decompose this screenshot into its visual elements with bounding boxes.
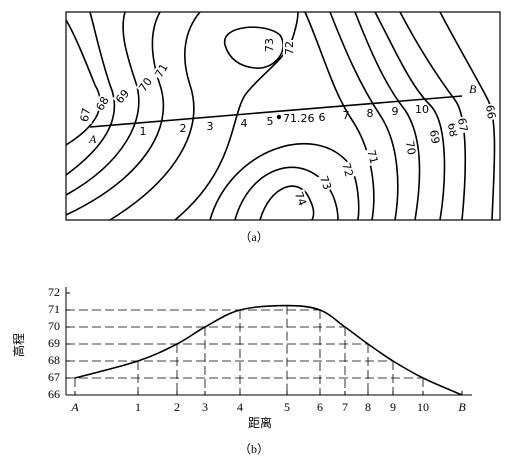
label-mask — [315, 173, 335, 193]
contour — [174, 11, 299, 221]
profile-line — [74, 304, 463, 396]
contour-label: 73 — [317, 174, 334, 192]
x-tick-label: 8 — [365, 400, 371, 414]
caption: （a） — [239, 230, 268, 244]
y-axis-label: 高程 — [11, 333, 26, 357]
y-tick-label: 71 — [48, 302, 60, 316]
point-label: 9 — [392, 105, 399, 118]
x-tick-label: 3 — [202, 400, 208, 414]
spot-dot — [276, 114, 282, 120]
point-label: 4 — [241, 117, 248, 130]
point-label: 1 — [140, 125, 147, 138]
label-mask — [92, 93, 114, 115]
label-mask — [363, 147, 381, 167]
label-mask — [151, 60, 173, 82]
y-tick-label: 68 — [48, 353, 60, 367]
contour — [224, 26, 284, 69]
label-mask — [401, 138, 419, 158]
contour-label: 71 — [364, 148, 380, 165]
label-mask — [283, 40, 297, 56]
x-tick-label: 9 — [390, 400, 396, 414]
contour — [304, 11, 375, 221]
end-label: B — [469, 82, 477, 96]
contour — [399, 11, 467, 221]
contour-label: 71 — [152, 61, 170, 80]
contour-map: A B 71.26 （a） — [65, 11, 501, 244]
label-mask — [135, 74, 157, 96]
contour-label: 70 — [136, 75, 155, 94]
section-line — [89, 95, 463, 128]
contour-label: 72 — [339, 161, 355, 178]
x-tick-label: 4 — [237, 400, 243, 414]
spot-height: 71.26 — [283, 112, 315, 125]
label-mask — [425, 127, 443, 147]
point-label: 5 — [267, 115, 274, 128]
point-label: 8 — [367, 107, 374, 120]
caption: （b） — [239, 442, 269, 456]
contour-label: 74 — [292, 190, 309, 208]
contour — [65, 19, 101, 146]
y-tick-label: 70 — [48, 319, 60, 333]
contour — [109, 11, 201, 221]
contour-label: 70 — [403, 140, 418, 156]
y-tick-label: 69 — [48, 336, 60, 350]
x-tick-label: 1 — [135, 400, 141, 414]
y-tick-label: 72 — [48, 285, 60, 299]
start-label: A — [88, 132, 97, 146]
map-frame — [65, 11, 501, 221]
contour — [259, 185, 315, 221]
label-mask — [290, 189, 310, 209]
label-mask — [112, 86, 134, 108]
x-tick-label: 10 — [417, 400, 429, 414]
contour-label: 69 — [113, 87, 132, 106]
contour-label: 72 — [283, 41, 296, 55]
x-tick-label: B — [458, 400, 466, 414]
contour — [65, 11, 116, 176]
contour-label: 68 — [93, 94, 111, 113]
contour-label: 66 — [483, 104, 498, 120]
point-label: 2 — [180, 122, 187, 135]
contour — [439, 11, 496, 221]
point-label: 6 — [319, 111, 326, 124]
contour-label: 69 — [427, 129, 442, 145]
x-tick-label: 2 — [174, 400, 180, 414]
contour-label: 67 — [455, 117, 470, 133]
label-mask — [77, 105, 95, 125]
label-mask — [263, 37, 277, 53]
contour — [65, 11, 165, 216]
contour — [374, 11, 446, 221]
y-tick-label: 67 — [48, 370, 60, 384]
x-axis-label: 距离 — [248, 415, 272, 430]
x-tick-label: 5 — [284, 400, 290, 414]
x-tick-label: A — [70, 400, 79, 414]
contour — [65, 11, 140, 196]
label-mask — [481, 102, 499, 122]
label-mask — [453, 115, 471, 135]
point-label: 10 — [415, 103, 429, 116]
contour — [329, 11, 399, 221]
contour — [354, 11, 421, 221]
label-mask — [338, 160, 356, 180]
x-tick-label: 7 — [342, 400, 348, 414]
contour — [209, 142, 360, 221]
point-label: 7 — [343, 109, 350, 122]
point-label: 3 — [207, 120, 214, 133]
contour-label: 67 — [78, 107, 93, 123]
x-tick-label: 6 — [317, 400, 323, 414]
contour — [234, 166, 339, 221]
y-tick-label: 66 — [48, 387, 60, 401]
contour-label: 73 — [263, 38, 276, 52]
profile-chart: 高程 距离 （b） — [11, 333, 272, 456]
